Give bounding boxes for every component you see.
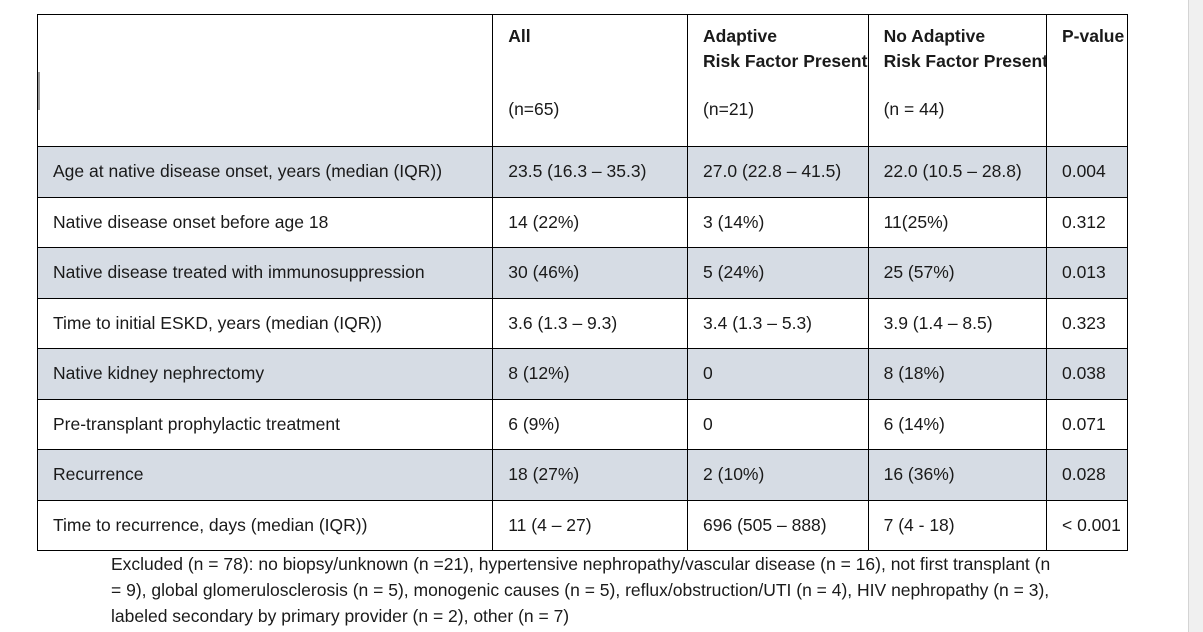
table-row: Age at native disease onset, years (medi… [36,146,1129,198]
cell-adaptive: 696 (505 – 888) [687,499,869,551]
cell-p-value: 0.071 [1045,398,1129,450]
characteristics-table: All (n=65) Adaptive Risk Factor Present … [36,14,1129,551]
cell-no-adaptive: 7 (4 - 18) [867,499,1047,551]
table-row: Native kidney nephrectomy 8 (12%) 0 8 (18%)… [36,348,1129,400]
cell-p-value: 0.004 [1045,146,1129,198]
cell-adaptive: 5 (24%) [687,247,869,299]
header-p-value: P-value [1045,14,1129,147]
cell-no-adaptive: 22.0 (10.5 – 28.8) [867,146,1047,198]
cell-all: 18 (27%) [492,449,689,501]
row-label: Native disease treated with immunosuppre… [36,247,494,299]
cell-all: 3.6 (1.3 – 9.3) [492,297,689,349]
cell-no-adaptive: 16 (36%) [867,449,1047,501]
cell-no-adaptive: 3.9 (1.4 – 8.5) [867,297,1047,349]
header-adaptive-n: (n=21) [703,99,755,119]
header-no-adaptive-title: No Adaptive [883,26,986,46]
cell-all: 11 (4 – 27) [492,499,689,551]
row-label: Native kidney nephrectomy [36,348,494,400]
cell-all: 23.5 (16.3 – 35.3) [492,146,689,198]
cell-p-value: 0.028 [1045,449,1129,501]
cell-no-adaptive: 25 (57%) [867,247,1047,299]
header-no-adaptive-subtitle: Risk Factor Present [883,51,1047,71]
cell-no-adaptive: 6 (14%) [867,398,1047,450]
window-scrollbar[interactable] [1188,0,1203,632]
cell-no-adaptive: 8 (18%) [867,348,1047,400]
cell-p-value: 0.013 [1045,247,1129,299]
table-footnote: Excluded (n = 78): no biopsy/unknown (n … [111,554,1051,626]
cell-all: 6 (9%) [492,398,689,450]
cell-adaptive: 0 [687,398,869,450]
row-label: Time to initial ESKD, years (median (IQR… [36,297,494,349]
cell-adaptive: 0 [687,348,869,400]
header-all: All (n=65) [492,14,689,147]
row-label: Age at native disease onset, years (medi… [36,146,494,198]
table-row: Time to initial ESKD, years (median (IQR… [36,297,1129,349]
header-adaptive: Adaptive Risk Factor Present (n=21) [687,14,869,147]
header-no-adaptive: No Adaptive Risk Factor Present (n = 44) [867,14,1047,147]
header-all-title: All [508,26,531,46]
cell-p-value: 0.038 [1045,348,1129,400]
table-row: Native disease treated with immunosuppre… [36,247,1129,299]
header-adaptive-subtitle: Risk Factor Present [703,51,868,71]
cell-adaptive: 3.4 (1.3 – 5.3) [687,297,869,349]
cell-p-value: 0.323 [1045,297,1129,349]
cell-p-value: 0.312 [1045,196,1129,248]
header-empty-cell [36,14,494,147]
header-all-n: (n=65) [508,99,560,119]
row-label: Pre-transplant prophylactic treatment [36,398,494,450]
cell-p-value: < 0.001 [1045,499,1129,551]
cell-adaptive: 27.0 (22.8 – 41.5) [687,146,869,198]
cell-all: 14 (22%) [492,196,689,248]
table-row: Time to recurrence, days (median (IQR)) 1… [36,499,1129,551]
cell-all: 8 (12%) [492,348,689,400]
cell-no-adaptive: 11(25%) [867,196,1047,248]
row-label: Native disease onset before age 18 [36,196,494,248]
header-adaptive-title: Adaptive [703,26,777,46]
header-no-adaptive-n: (n = 44) [883,99,945,119]
table-row: Recurrence 18 (27%) 2 (10%) 16 (36%) 0.028 [36,449,1129,501]
cell-all: 30 (46%) [492,247,689,299]
row-label: Recurrence [36,449,494,501]
header-p-value-title: P-value [1061,26,1125,46]
cell-adaptive: 2 (10%) [687,449,869,501]
table-row: Pre-transplant prophylactic treatment 6 (… [36,398,1129,450]
cell-adaptive: 3 (14%) [687,196,869,248]
table-row: Native disease onset before age 18 14 (22… [36,196,1129,248]
row-label: Time to recurrence, days (median (IQR)) [36,499,494,551]
table-header-row: All (n=65) Adaptive Risk Factor Present … [36,14,1129,147]
